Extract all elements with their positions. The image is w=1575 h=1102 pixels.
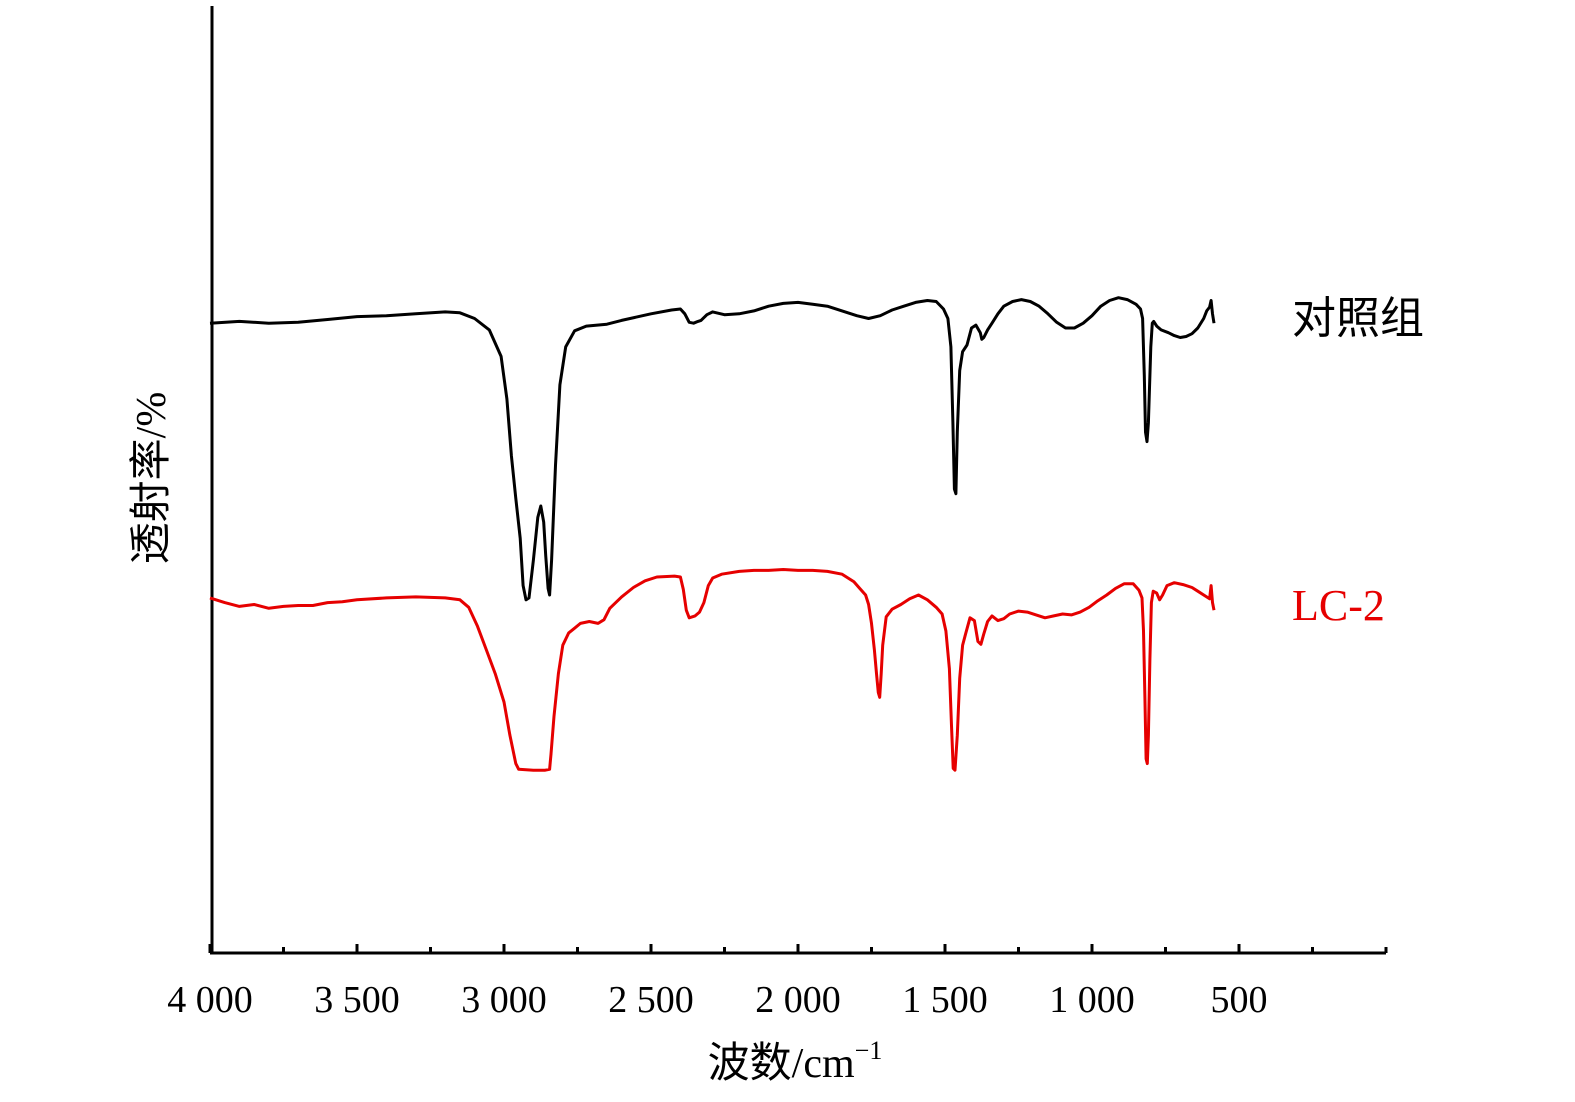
series-line-1 [209,296,1216,602]
series-labels: 对照组 LC-2 [1292,294,1424,630]
x-axis-title: 波数/cm−1 [708,1036,883,1087]
axes [210,6,1386,955]
x-axis-title-superscript: −1 [855,1036,883,1065]
x-ticks [208,944,1388,953]
y-axis-title: 透射率/% [128,392,175,565]
x-tick-label: 500 [1211,979,1268,1021]
series-lines [209,296,1216,772]
x-axis-title-text: 波数/cm [708,1041,855,1087]
x-tick-label: 1 000 [1049,979,1135,1021]
x-tick-label: 3 500 [314,979,400,1021]
series-label-2: LC-2 [1292,581,1385,630]
x-tick-label: 1 500 [902,979,988,1021]
x-tick-label: 2 500 [608,979,694,1021]
x-tick-label: 2 000 [755,979,841,1021]
x-tick-label: 3 000 [461,979,547,1021]
series-label-1: 对照组 [1292,294,1424,343]
series-line-2 [209,568,1216,772]
x-tick-label: 4 000 [167,979,253,1021]
x-tick-labels: 4 000 3 500 3 000 2 500 2 000 1 500 1 000 500 [167,979,1267,1021]
